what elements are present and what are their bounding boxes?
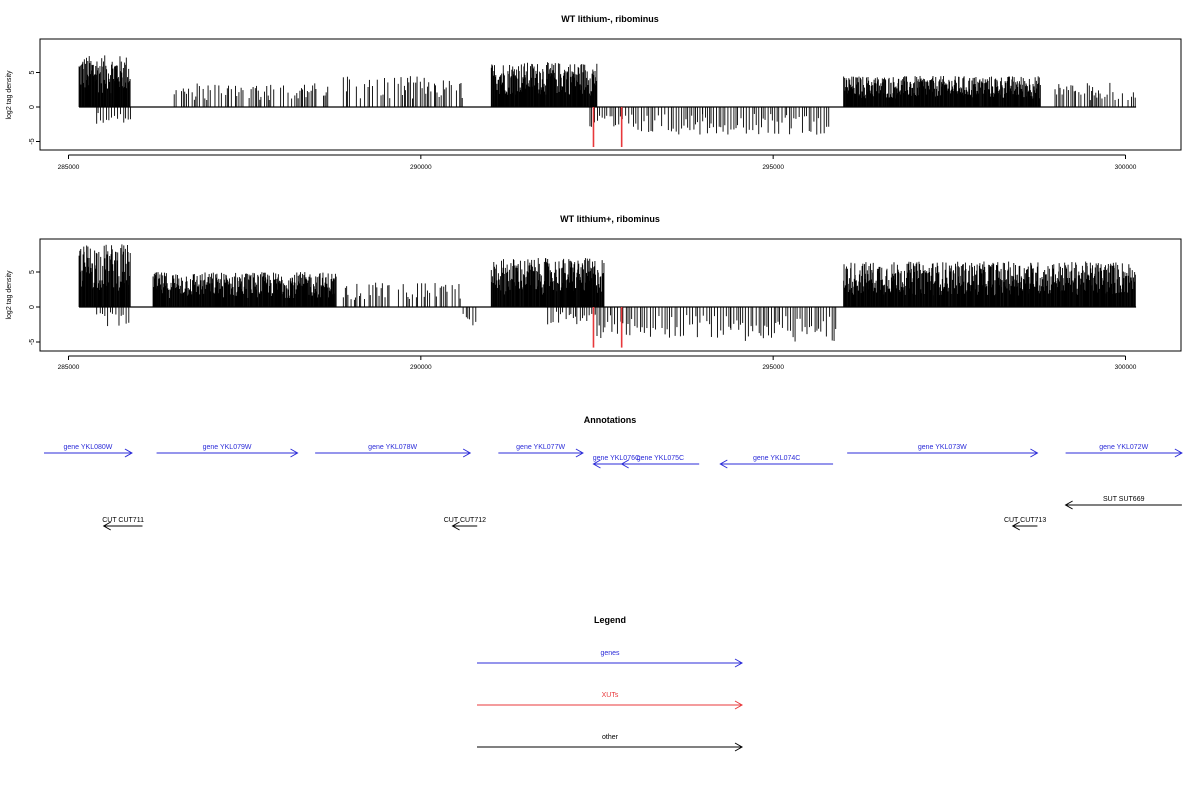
feature-label: gene YKL072W: [1099, 444, 1148, 451]
legend-label: genes: [600, 650, 620, 657]
x-tick-label: 300000: [1115, 164, 1137, 171]
y-axis-label: log2 tag density: [6, 270, 13, 320]
feature-arrowhead: [102, 521, 111, 531]
track-lithium-minus: WT lithium-, ribominus log2 tag density …: [6, 14, 1182, 171]
annotation-feature: gene YKL079W: [156, 444, 299, 458]
y-axis-label: log2 tag density: [6, 70, 13, 120]
annotations-panel: Annotations gene YKL080W gene YKL079W gene…: [44, 415, 1183, 531]
feature-arrowhead: [124, 448, 133, 458]
feature-label: gene YKL079W: [203, 444, 252, 451]
legend: Legend genes XUTs other: [477, 615, 744, 752]
x-axis: 285000 290000 295000 300000: [58, 154, 1137, 171]
y-tick-label: -5: [29, 138, 36, 144]
x-axis: 285000 290000 295000 300000: [58, 355, 1137, 371]
y-tick-label: 0: [29, 305, 36, 309]
y-tick-label: 5: [29, 70, 36, 74]
annotation-feature: gene YKL073W: [847, 444, 1039, 458]
feature-label: gene YKL073W: [918, 444, 967, 451]
annotation-feature: gene YKL080W: [44, 444, 133, 458]
feature-arrowhead: [1030, 448, 1039, 458]
legend-arrowhead: [734, 700, 744, 710]
annotation-feature: gene YKL074C: [719, 455, 834, 469]
annotation-feature: gene YKL078W: [315, 444, 472, 458]
legend-entry: other: [477, 734, 744, 752]
chart-title: WT lithium+, ribominus: [560, 214, 660, 224]
feature-label: CUT CUT713: [1004, 517, 1046, 524]
feature-label: CUT CUT712: [444, 517, 486, 524]
y-axis: -5 0 5: [29, 70, 40, 145]
feature-arrowhead: [592, 459, 601, 469]
legend-arrowhead: [734, 658, 744, 668]
annotation-feature: gene YKL075C: [620, 455, 700, 469]
y-axis: -5 0 5: [29, 270, 40, 345]
chart-title: WT lithium-, ribominus: [561, 14, 659, 24]
x-tick-label: 290000: [410, 164, 432, 171]
annotation-feature: gene YKL072W: [1065, 444, 1183, 458]
annotation-feature: SUT SUT669: [1064, 496, 1182, 510]
y-tick-label: 0: [29, 105, 36, 109]
feature-arrowhead: [575, 448, 584, 458]
x-tick-label: 295000: [762, 164, 784, 171]
plot-frame: [39, 238, 1182, 352]
feature-label: gene YKL077W: [516, 444, 565, 451]
legend-label: XUTs: [602, 692, 619, 699]
feature-arrowhead: [290, 448, 299, 458]
legend-label: other: [602, 734, 619, 741]
x-tick-label: 290000: [410, 364, 432, 371]
annotation-feature: CUT CUT711: [102, 517, 144, 531]
track-lithium-plus: WT lithium+, ribominus log2 tag density …: [6, 214, 1182, 371]
x-tick-label: 295000: [762, 364, 784, 371]
feature-arrowhead: [1064, 500, 1073, 510]
annotation-feature: gene YKL077W: [498, 444, 584, 458]
legend-arrowhead: [734, 742, 744, 752]
feature-arrowhead: [462, 448, 472, 458]
annotation-feature: CUT CUT713: [1004, 517, 1046, 531]
annotation-feature: gene YKL076C: [592, 455, 640, 469]
legend-title: Legend: [594, 615, 626, 625]
feature-arrowhead: [1011, 521, 1020, 531]
x-tick-label: 300000: [1115, 364, 1137, 371]
feature-arrowhead: [451, 521, 460, 531]
feature-arrowhead: [620, 459, 629, 469]
feature-arrowhead: [1174, 448, 1183, 458]
annotation-feature: CUT CUT712: [444, 517, 486, 531]
feature-label: gene YKL080W: [63, 444, 112, 451]
feature-label: CUT CUT711: [102, 517, 144, 524]
bars: [78, 244, 1137, 348]
feature-arrowhead: [719, 459, 728, 469]
legend-entry: genes: [477, 650, 744, 668]
y-tick-label: -5: [29, 339, 36, 345]
x-tick-label: 285000: [58, 164, 80, 171]
x-tick-label: 285000: [58, 364, 80, 371]
feature-label: gene YKL076C: [593, 455, 640, 462]
feature-label: gene YKL078W: [368, 444, 417, 451]
bars: [78, 55, 1137, 148]
feature-label: SUT SUT669: [1103, 496, 1145, 503]
legend-entry: XUTs: [477, 692, 744, 710]
legend-entries: genes XUTs other: [477, 650, 744, 752]
annotations-title: Annotations: [584, 415, 637, 425]
feature-label: gene YKL074C: [753, 455, 800, 462]
feature-label: gene YKL075C: [637, 455, 684, 462]
plot-frame: [39, 38, 1182, 151]
y-tick-label: 5: [29, 270, 36, 274]
annotation-features: gene YKL080W gene YKL079W gene YKL078W gene…: [44, 444, 1183, 531]
